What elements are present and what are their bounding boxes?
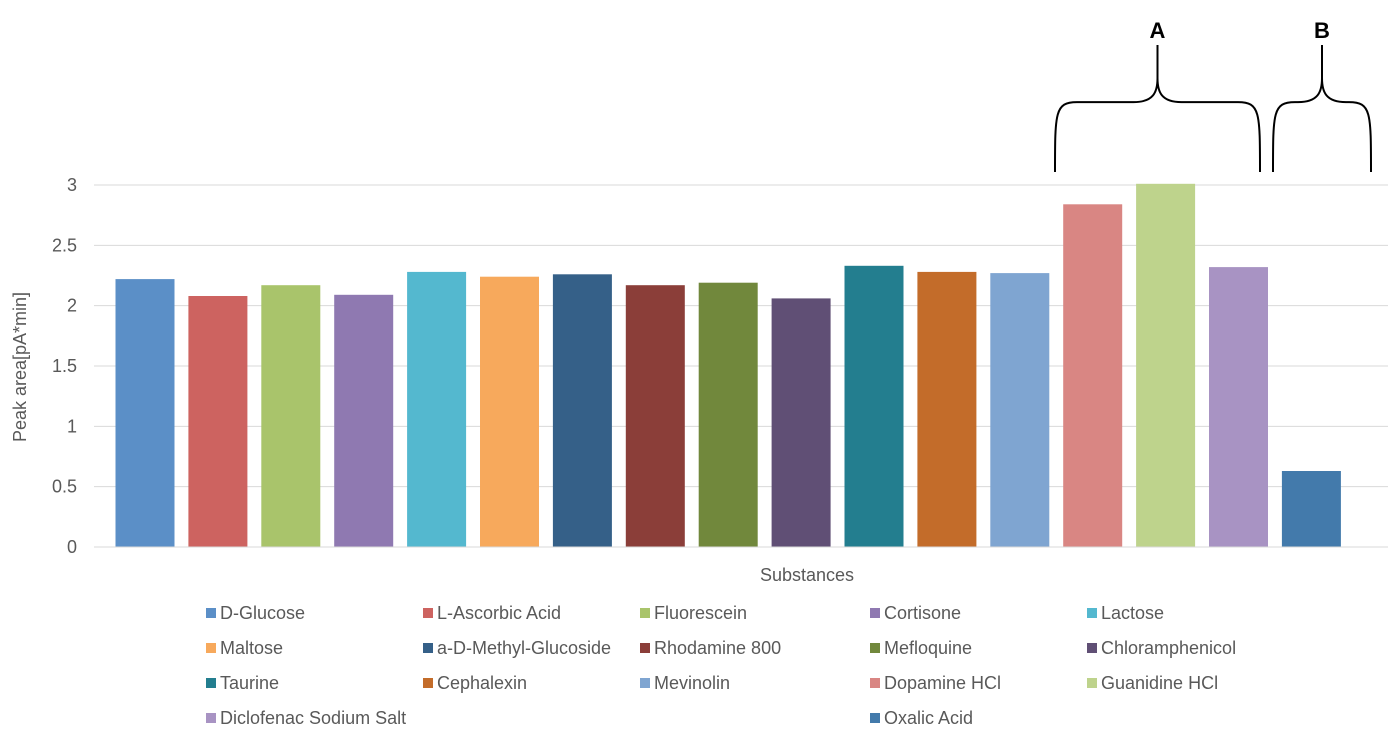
bar-cephalexin <box>917 271 977 547</box>
legend-label: Chloramphenicol <box>1101 638 1236 658</box>
bracket-label-a: A <box>1150 18 1166 43</box>
legend-swatch <box>640 608 650 618</box>
legend-swatch <box>206 608 216 618</box>
bar-chloramphenicol <box>771 298 831 547</box>
x-axis-title: Substances <box>760 565 854 585</box>
legend-swatch <box>1087 608 1097 618</box>
bar-maltose <box>480 276 539 547</box>
legend-swatch <box>870 678 880 688</box>
legend-label: Mevinolin <box>654 673 730 693</box>
legend-swatch <box>206 713 216 723</box>
legend-label: a-D-Methyl-Glucoside <box>437 638 611 658</box>
legend-label: Taurine <box>220 673 279 693</box>
legend-label: Cortisone <box>884 603 961 623</box>
bar-diclofenac-sodium-salt <box>1209 267 1268 547</box>
bars <box>115 183 1341 548</box>
legend-label: Guanidine HCl <box>1101 673 1218 693</box>
legend-label: Dopamine HCl <box>884 673 1001 693</box>
bar-fluorescein <box>261 285 321 547</box>
bar-a-d-methyl-glucoside <box>552 274 612 547</box>
y-axis-title: Peak area[pA*min] <box>10 292 30 442</box>
legend: D-Glucose L-Ascorbic Acid Fluorescein Corti… <box>206 603 1236 728</box>
legend-swatch <box>423 678 433 688</box>
bar-rhodamine-800 <box>625 285 685 547</box>
y-tick-label: 2 <box>67 296 77 316</box>
bracket-label-b: B <box>1314 18 1330 43</box>
y-axis-ticks: 0 0.5 1 1.5 2 2.5 3 <box>52 175 77 557</box>
y-tick-label: 2.5 <box>52 235 77 255</box>
bar-taurine <box>844 265 904 547</box>
y-tick-label: 0.5 <box>52 477 77 497</box>
legend-label: Lactose <box>1101 603 1164 623</box>
legend-swatch <box>640 643 650 653</box>
bar-oxalic-acid <box>1281 471 1341 547</box>
bar-mefloquine <box>698 282 758 547</box>
legend-swatch <box>423 643 433 653</box>
legend-label: L-Ascorbic Acid <box>437 603 561 623</box>
legend-label: D-Glucose <box>220 603 305 623</box>
legend-swatch <box>870 608 880 618</box>
bracket-a <box>1054 45 1261 173</box>
legend-swatch <box>206 678 216 688</box>
legend-label: Maltose <box>220 638 283 658</box>
y-tick-label: 3 <box>67 175 77 195</box>
legend-label: Cephalexin <box>437 673 527 693</box>
legend-swatch <box>870 713 880 723</box>
legend-swatch <box>1087 643 1097 653</box>
bar-dopamine-hcl <box>1063 204 1123 548</box>
legend-swatch <box>206 643 216 653</box>
bar-guanidine-hcl <box>1136 183 1196 548</box>
legend-swatch <box>1087 678 1097 688</box>
legend-label: Rhodamine 800 <box>654 638 781 658</box>
legend-swatch <box>423 608 433 618</box>
bar-mevinolin <box>990 273 1050 547</box>
y-tick-label: 0 <box>67 537 77 557</box>
y-tick-label: 1.5 <box>52 356 77 376</box>
legend-label: Diclofenac Sodium Salt <box>220 708 406 728</box>
legend-swatch <box>870 643 880 653</box>
bar-cortisone <box>334 294 394 547</box>
bracket-b <box>1272 45 1372 173</box>
bar-l-ascorbic-acid <box>188 296 248 547</box>
legend-label: Mefloquine <box>884 638 972 658</box>
y-tick-label: 1 <box>67 416 77 436</box>
bar-lactose <box>407 271 467 547</box>
legend-swatch <box>640 678 650 688</box>
bar-d-glucose <box>115 279 175 547</box>
legend-label: Oxalic Acid <box>884 708 973 728</box>
legend-label: Fluorescein <box>654 603 747 623</box>
